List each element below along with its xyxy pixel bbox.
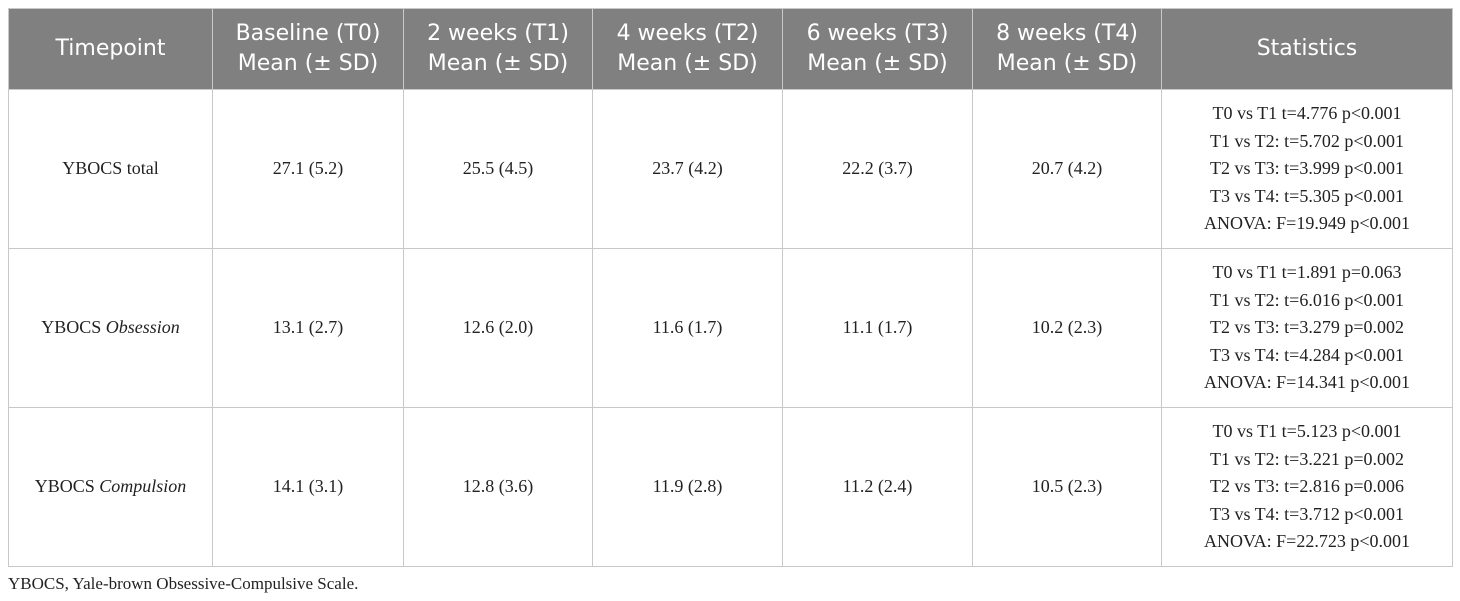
- value-cell: 25.5 (4.5): [403, 89, 593, 249]
- statistics-line: ANOVA: F=14.341 p<0.001: [1204, 372, 1410, 393]
- table-body: YBOCS total 27.1 (5.2) 25.5 (4.5) 23.7 (4.2…: [8, 89, 1453, 567]
- header-line: Mean (± SD): [807, 51, 948, 76]
- value-cell: 12.8 (3.6): [403, 407, 593, 567]
- statistics-line: T3 vs T4: t=4.284 p<0.001: [1210, 344, 1404, 365]
- statistics-line: ANOVA: F=22.723 p<0.001: [1204, 531, 1410, 552]
- statistics-line: ANOVA: F=19.949 p<0.001: [1204, 213, 1410, 234]
- header-cell: 6 weeks (T3) Mean (± SD): [782, 8, 973, 90]
- data-row: YBOCS total 27.1 (5.2) 25.5 (4.5) 23.7 (4.2…: [8, 89, 1453, 249]
- label-qualifier: Compulsion: [99, 476, 187, 497]
- value-cell: 22.2 (3.7): [782, 89, 973, 249]
- statistics-line: T0 vs T1 t=5.123 p<0.001: [1212, 421, 1402, 442]
- statistics-line: T1 vs T2: t=3.221 p=0.002: [1210, 448, 1404, 469]
- statistics-line: T3 vs T4: t=5.305 p<0.001: [1210, 185, 1404, 206]
- value-cell: 10.2 (2.3): [972, 248, 1162, 408]
- statistics-line: T1 vs T2: t=6.016 p<0.001: [1210, 289, 1404, 310]
- statistics-line: T1 vs T2: t=5.702 p<0.001: [1210, 130, 1404, 151]
- statistics-line: T0 vs T1 t=1.891 p=0.063: [1212, 262, 1402, 283]
- header-line: 8 weeks (T4): [996, 21, 1138, 46]
- header-cell: Baseline (T0) Mean (± SD): [212, 8, 404, 90]
- data-row: YBOCS Obsession 13.1 (2.7) 12.6 (2.0) 11.6 …: [8, 248, 1453, 408]
- row-label: YBOCS Compulsion: [8, 407, 213, 567]
- statistics-cell: T0 vs T1 t=5.123 p<0.001 T1 vs T2: t=3.22…: [1161, 407, 1453, 567]
- value-cell: 20.7 (4.2): [972, 89, 1162, 249]
- value-cell: 14.1 (3.1): [212, 407, 404, 567]
- label-main: YBOCS: [62, 158, 123, 179]
- row-label: YBOCS total: [8, 89, 213, 249]
- table-wrap: Timepoint Baseline (T0) Mean (± SD) 2 weeks…: [8, 8, 1453, 567]
- header-line: 6 weeks (T3): [806, 21, 949, 46]
- statistics-line: T0 vs T1 t=4.776 p<0.001: [1212, 103, 1402, 124]
- header-cell: Timepoint: [8, 8, 213, 90]
- header-line: 2 weeks (T1): [427, 21, 569, 46]
- label-qualifier: total: [126, 158, 159, 179]
- header-line: 4 weeks (T2): [616, 21, 759, 46]
- footnote: YBOCS, Yale-brown Obsessive-Compulsive S…: [8, 574, 359, 593]
- value-cell: 11.9 (2.8): [592, 407, 783, 567]
- value-cell: 11.6 (1.7): [592, 248, 783, 408]
- statistics-line: T2 vs T3: t=2.816 p=0.006: [1210, 476, 1404, 497]
- header-cell: 4 weeks (T2) Mean (± SD): [592, 8, 783, 90]
- value-cell: 11.1 (1.7): [782, 248, 973, 408]
- value-cell: 27.1 (5.2): [212, 89, 404, 249]
- label-main: YBOCS: [41, 317, 102, 338]
- header-line: Mean (± SD): [617, 51, 758, 76]
- header-line: Timepoint: [55, 36, 166, 61]
- results-table: Timepoint Baseline (T0) Mean (± SD) 2 weeks…: [8, 8, 1453, 567]
- label-qualifier: Obsession: [105, 317, 180, 338]
- value-cell: 11.2 (2.4): [782, 407, 973, 567]
- header-line: Mean (± SD): [427, 51, 569, 76]
- statistics-cell: T0 vs T1 t=1.891 p=0.063 T1 vs T2: t=6.01…: [1161, 248, 1453, 408]
- header-cell: Statistics: [1161, 8, 1453, 90]
- value-cell: 10.5 (2.3): [972, 407, 1162, 567]
- header-cell: 2 weeks (T1) Mean (± SD): [403, 8, 593, 90]
- row-label: YBOCS Obsession: [8, 248, 213, 408]
- statistics-cell: T0 vs T1 t=4.776 p<0.001 T1 vs T2: t=5.70…: [1161, 89, 1453, 249]
- header-line: Mean (± SD): [237, 51, 379, 76]
- value-cell: 12.6 (2.0): [403, 248, 593, 408]
- statistics-line: T3 vs T4: t=3.712 p<0.001: [1210, 503, 1404, 524]
- header-row: Timepoint Baseline (T0) Mean (± SD) 2 weeks…: [8, 8, 1453, 90]
- header-cell: 8 weeks (T4) Mean (± SD): [972, 8, 1162, 90]
- statistics-line: T2 vs T3: t=3.999 p<0.001: [1210, 158, 1404, 179]
- header-line: Mean (± SD): [996, 51, 1138, 76]
- value-cell: 13.1 (2.7): [212, 248, 404, 408]
- header-line: Statistics: [1256, 36, 1358, 61]
- header-line: Baseline (T0): [235, 21, 381, 46]
- label-main: YBOCS: [34, 476, 95, 497]
- data-row: YBOCS Compulsion 14.1 (3.1) 12.8 (3.6) 11.9…: [8, 407, 1453, 567]
- value-cell: 23.7 (4.2): [592, 89, 783, 249]
- statistics-line: T2 vs T3: t=3.279 p=0.002: [1210, 317, 1404, 338]
